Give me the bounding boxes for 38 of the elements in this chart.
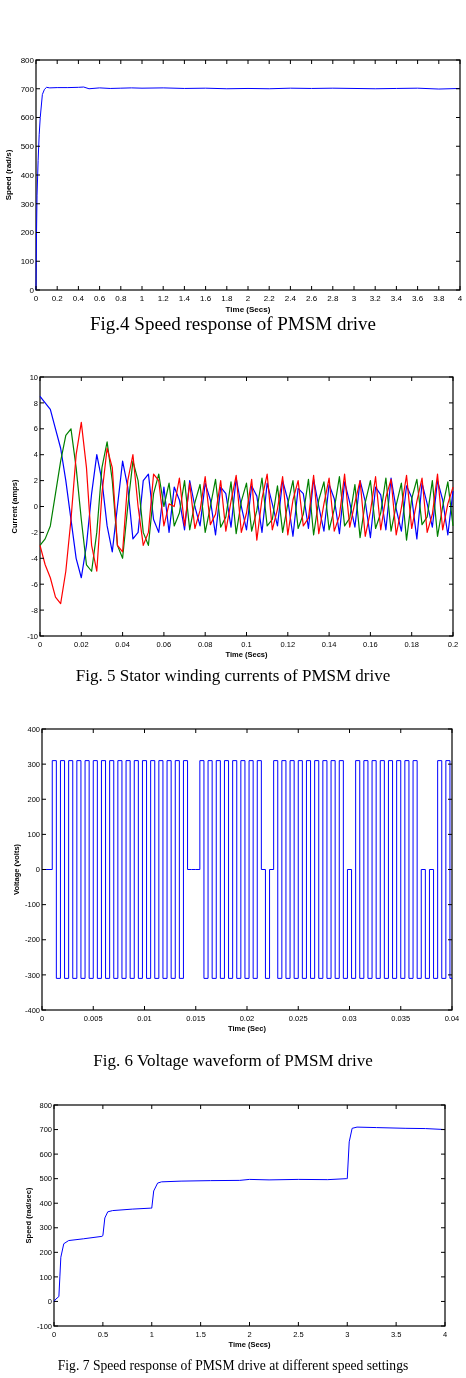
y-tick-label: 400 (20, 170, 35, 180)
y-tick-label: 200 (20, 228, 35, 238)
x-tick-label: 0.6 (94, 294, 106, 303)
text: Fig. 6 Voltage waveform of PMSM drive (93, 1051, 373, 1070)
x-tick-label: 0.2 (51, 294, 64, 303)
x-tick-label: 3.4 (390, 294, 403, 303)
x-tick-label: 3 (351, 294, 357, 303)
y-tick-label: 100 (20, 257, 35, 267)
x-tick-label: 1.4 (178, 294, 191, 303)
line-series (39, 421, 454, 605)
x-tick-label: 1.2 (157, 294, 170, 303)
x-tick-label: 4 (457, 294, 463, 303)
x-tick-label: 1 (139, 294, 145, 303)
x-tick-label: 2.8 (327, 294, 339, 303)
x-tick-label: 2.2 (263, 294, 276, 303)
line-series (39, 428, 454, 572)
y-tick-label: 500 (20, 142, 35, 152)
x-tick-label: 2.4 (284, 294, 297, 303)
line-series (39, 395, 454, 579)
text: Fig.4 Speed response of PMSM drive (89, 313, 377, 334)
y-tick-label: 600 (20, 113, 35, 123)
x-tick-label: 3.6 (412, 294, 424, 303)
x-tick-label: 3.8 (433, 294, 445, 303)
y-axis-title: Speed (rad/s) (4, 149, 14, 201)
x-tick-label: 1.8 (221, 294, 233, 303)
x-tick-label: 3.2 (369, 294, 382, 303)
x-tick-label: 0.4 (72, 294, 85, 303)
y-tick-label: 800 (20, 55, 35, 65)
x-tick-label: 0.8 (115, 294, 127, 303)
x-tick-label: 2 (245, 294, 251, 303)
x-tick-label: 2.6 (306, 294, 318, 303)
text: Fig. 5 Stator winding currents of PMSM drive (75, 666, 391, 685)
y-tick-label: 300 (20, 199, 35, 209)
x-axis-title: Time (Secs) (225, 305, 271, 314)
text: Fig. 7 Speed response of PMSM drive at different speed settings (57, 1358, 409, 1373)
x-tick-label: 1.6 (200, 294, 212, 303)
y-tick-label: 700 (20, 84, 35, 94)
y-tick-label: 0 (29, 285, 35, 295)
